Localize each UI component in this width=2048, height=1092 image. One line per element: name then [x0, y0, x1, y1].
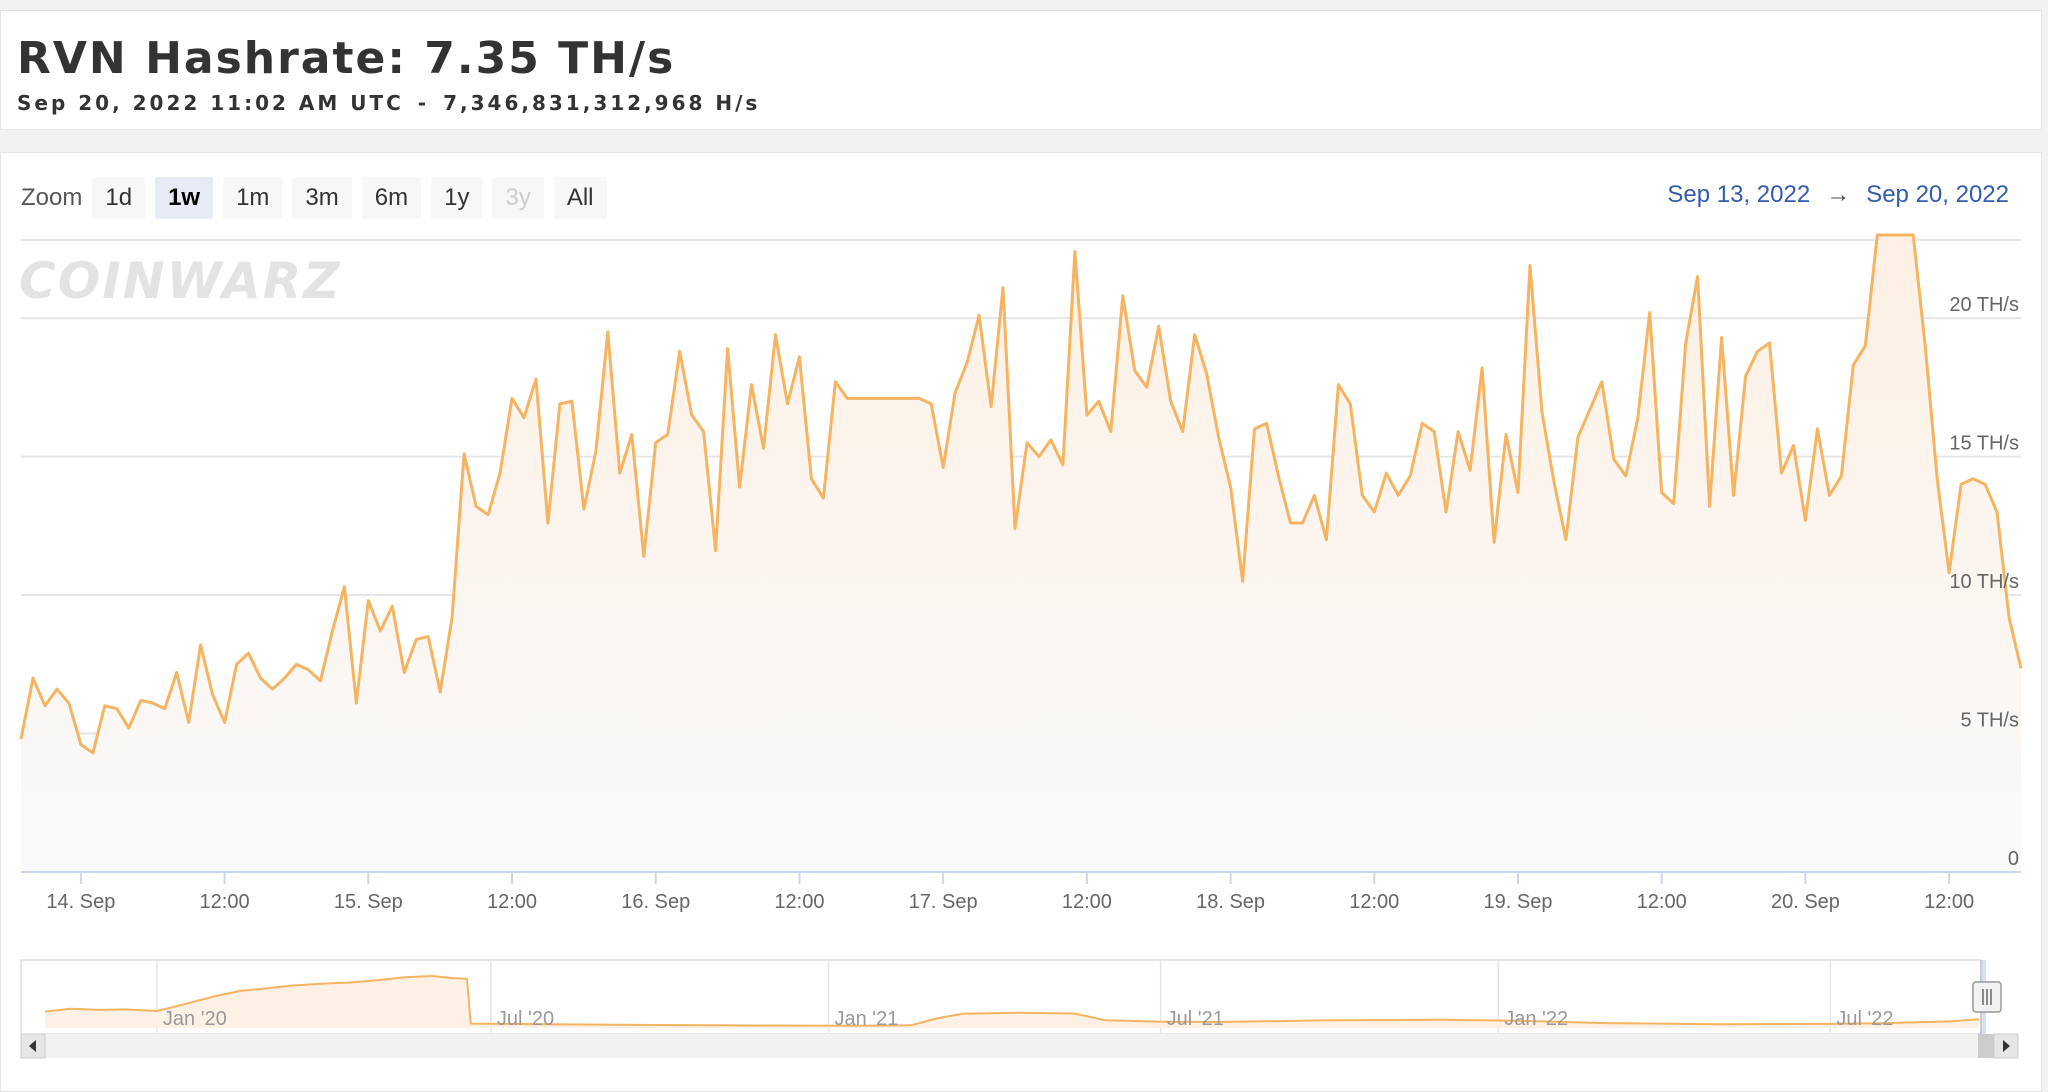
x-tick-label: 12:00 — [1349, 891, 1399, 913]
x-axis-ticks: 14. Sep 12:00 15. Sep 12:00 16. Sep 12:00 17. … — [46, 872, 1974, 913]
zoom-3y-button: 3y — [492, 177, 544, 219]
zoom-3m-button[interactable]: 3m — [292, 177, 352, 219]
navigator-label: Jan '22 — [1504, 1008, 1568, 1030]
navigator-label: Jul '21 — [1167, 1008, 1224, 1030]
x-tick-label: 18. Sep — [1196, 891, 1265, 913]
y-tick-label: 5 TH/s — [1960, 710, 2019, 732]
zoom-all-button[interactable]: All — [553, 177, 607, 219]
navigator-area — [45, 976, 1979, 1028]
x-tick-label: 15. Sep — [334, 891, 403, 913]
y-tick-label: 20 TH/s — [1949, 294, 2019, 316]
timestamp-text: Sep 20, 2022 11:02 AM UTC — [17, 91, 404, 115]
x-tick-label: 20. Sep — [1771, 891, 1840, 913]
navigator-handle[interactable] — [1972, 981, 2002, 1013]
y-tick-label: 15 TH/s — [1949, 433, 2019, 455]
navigator-label: Jan '20 — [163, 1008, 227, 1030]
zoom-1d-button[interactable]: 1d — [92, 177, 146, 219]
scroll-left-icon — [29, 1040, 36, 1052]
scrollbar-thumb[interactable] — [1978, 1034, 1994, 1058]
coinwarz-watermark-logo: COINWARZ — [19, 252, 341, 310]
x-tick-label: 12:00 — [1062, 891, 1112, 913]
scroll-right-icon — [2003, 1040, 2010, 1052]
range-from-date[interactable]: Sep 13, 2022 — [1667, 181, 1811, 208]
x-tick-label: 17. Sep — [909, 891, 978, 913]
zoom-1y-button[interactable]: 1y — [431, 177, 483, 219]
x-tick-label: 14. Sep — [46, 891, 115, 913]
hashrate-area — [21, 235, 2021, 872]
x-tick-label: 19. Sep — [1484, 891, 1553, 913]
x-tick-label: 16. Sep — [621, 891, 690, 913]
chart: COINWARZ 0 5 TH/s 10 TH/s 15 TH/s 20 TH/s 14… — [19, 233, 2023, 1059]
navigator-labels: Jan '20 Jul '20 Jan '21 Jul '21 Jan '22 Jul '… — [163, 1008, 1894, 1030]
y-tick-label: 0 — [2008, 848, 2019, 870]
hashrate-series-line — [19, 233, 2023, 755]
chart-card: Zoom 1d 1w 1m 3m 6m 1y 3y All Sep 13, 20… — [0, 152, 2042, 1092]
x-tick-label: 12:00 — [1924, 891, 1974, 913]
scroll-right-button[interactable] — [1993, 1033, 2019, 1059]
navigator-label: Jul '20 — [497, 1008, 554, 1030]
subtitle: Sep 20, 2022 11:02 AM UTC -7,346,831,312,… — [17, 91, 760, 115]
x-tick-label: 12:00 — [200, 891, 250, 913]
y-tick-label: 10 TH/s — [1949, 571, 2019, 593]
zoom-bar: Zoom 1d 1w 1m 3m 6m 1y 3y All — [21, 177, 617, 219]
scroll-left-button[interactable] — [20, 1033, 46, 1059]
date-range: Sep 13, 2022 → Sep 20, 2022 — [1667, 181, 2009, 209]
range-arrow: → — [1826, 181, 1851, 208]
exact-hashrate-text: 7,346,831,312,968 H/s — [443, 91, 761, 115]
zoom-label: Zoom — [21, 184, 83, 211]
navigator-line — [44, 974, 1980, 1027]
page-title: RVN Hashrate: 7.35 TH/s — [17, 33, 676, 84]
y-axis-labels: 0 5 TH/s 10 TH/s 15 TH/s 20 TH/s — [1949, 294, 2019, 870]
zoom-1w-button[interactable]: 1w — [155, 177, 214, 219]
scrollbar-track[interactable] — [21, 1034, 2011, 1058]
range-to-date[interactable]: Sep 20, 2022 — [1866, 181, 2009, 208]
x-tick-label: 12:00 — [774, 891, 824, 913]
navigator-label: Jul '22 — [1836, 1008, 1893, 1030]
header-card: RVN Hashrate: 7.35 TH/s Sep 20, 2022 11:… — [0, 10, 2042, 130]
subtitle-separator: - — [417, 91, 430, 115]
navigator-label: Jan '21 — [835, 1008, 899, 1030]
navigator: Jan '20 Jul '20 Jan '21 Jul '21 Jan '22 Jul '… — [20, 959, 2019, 1059]
x-tick-label: 12:00 — [1637, 891, 1687, 913]
zoom-6m-button[interactable]: 6m — [361, 177, 422, 219]
zoom-1m-button[interactable]: 1m — [223, 177, 283, 219]
x-tick-label: 12:00 — [487, 891, 537, 913]
